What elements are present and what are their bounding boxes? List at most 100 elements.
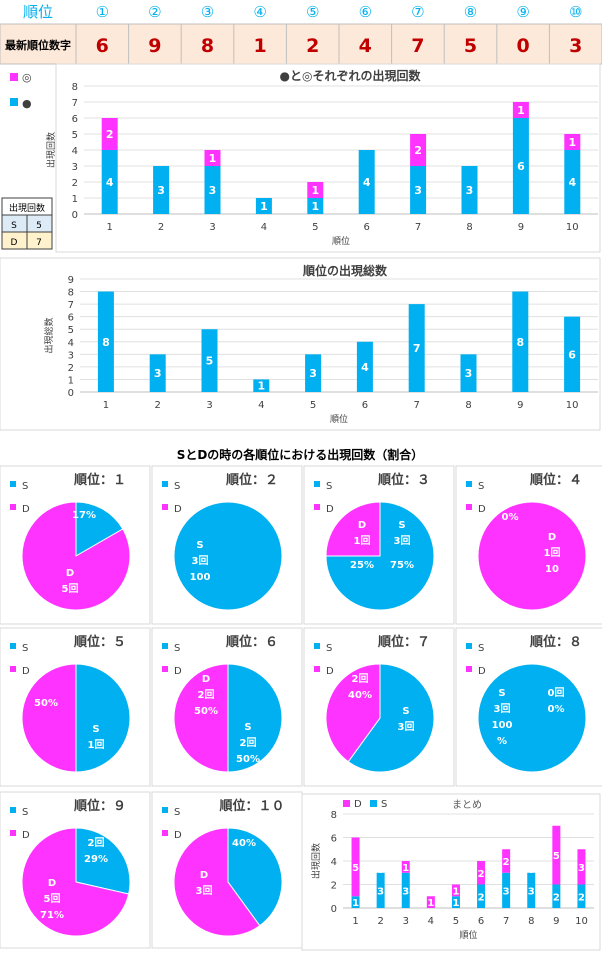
summary-legend-s-swatch [370,800,377,807]
pie-chart-rank-6: 順位：６ S D D 2回 50% S 2回 50% [151,627,303,787]
bar-segment [577,849,586,885]
count-table-s-label: S [11,221,17,231]
pie-grid: 順位：１SD17%D5回順位：２SDS3回100順位：３SDD1回25%S3回7… [0,465,602,949]
chart1: ◎ ● ●と◎それぞれの出現回数 0 1 2 3 4 5 6 7 8 1 2 3 4 5 6 7 8 9 10 順位 出現回数… [10,68,598,247]
pie-section-title: SとDの時の各順位における出現回数（割合） [177,447,424,462]
rank-number-10: ⑩ [569,3,582,21]
pie-data-label: 0回 [548,687,565,699]
latest-digit-8: 5 [464,35,477,57]
data-label: 8 [102,336,110,349]
pie-chart-rank-10: 順位：１０ S D 40% D 3回 [151,791,303,949]
x-tick-label: 7 [414,400,420,411]
bar-segment [149,354,166,392]
latest-digit-2: 9 [148,35,161,57]
pie-title: 順位：９ [74,798,126,814]
data-label: 2 [106,128,114,141]
data-label: 3 [466,184,474,197]
data-label: 3 [154,367,162,380]
bar-segment [552,825,561,885]
pie-data-label: 3回 [394,535,411,547]
data-label: 2 [414,144,422,157]
pie-legend-d-swatch [10,666,16,672]
pie-slice-d [173,827,261,937]
data-label: 0 [377,865,384,876]
x-tick-label: 10 [575,916,588,927]
summary-legend-d-swatch [343,800,350,807]
pie-data-label: 75% [390,560,414,571]
bar-segment [512,118,529,214]
x-tick-label: 2 [158,222,164,233]
pie-slice-s [347,663,435,773]
bar-segment [101,118,118,150]
data-label: 5 [206,355,214,368]
pie-chart-rank-3: 順位：３ S D D 1回 25% S 3回 75% [303,465,455,625]
pie-data-label: D [202,674,210,685]
x-tick-label: 8 [528,916,534,927]
summary-legend-s: S [381,799,387,810]
y-tick-label: 9 [68,275,74,286]
x-tick-label: 6 [364,222,370,233]
x-tick-label: 4 [261,222,267,233]
pie-data-label: 3回 [398,721,415,733]
pie-data-label: % [497,736,507,747]
pie-data-label: 40% [232,838,256,849]
pie-legend-s-swatch [162,481,168,487]
y-tick-label: 2 [68,363,74,374]
data-label: 7 [413,342,421,355]
pie-legend-d: D [174,830,182,841]
pie-legend-d-swatch [162,504,168,510]
data-label: 3 [528,886,535,897]
pie-slice-s [173,501,283,611]
pie-data-label: 2回 [198,689,215,701]
data-label: 3 [209,184,217,197]
pie-slice-d [477,501,587,611]
pie-data-label: D [200,870,208,881]
pie-chart-rank-8: 順位：８ S D S 3回 100% 0回 0% [455,627,602,787]
latest-digit-3: 8 [201,35,214,57]
data-label: 3 [157,184,165,197]
pie-slice-s [75,501,124,557]
pie-slice-s [75,663,131,773]
pie-legend-s-swatch [466,481,472,487]
bar-segment [351,837,360,897]
pie-data-label: 1回 [88,739,105,751]
pie-legend-s-swatch [314,643,320,649]
bar-segment [564,316,581,392]
pie-legend-s: S [174,481,180,492]
y-tick-label: 2 [331,881,337,892]
y-tick-label: 1 [72,194,78,205]
pie-title: 順位：２ [226,472,278,488]
bar-segment [451,896,460,908]
data-label: 1 [311,184,319,197]
data-label: 5 [352,863,359,874]
pie-data-label: 2回 [88,837,105,849]
pie-title: 順位：６ [226,634,278,650]
data-label: 4 [568,176,576,189]
bar-segment [426,896,435,908]
pie-data-label: 40% [348,690,372,701]
pie-title: 順位：１０ [219,798,284,814]
pie-data-label: S [244,722,251,733]
pie-legend-s-swatch [466,643,472,649]
pie-data-label: 71% [40,910,64,921]
bar-segment [351,896,360,908]
y-tick-label: 8 [331,810,337,821]
data-label: 3 [402,886,409,897]
pie-legend-d: D [326,666,334,677]
bar-segment [477,884,486,908]
pie-title: 順位：８ [530,634,582,650]
bar-segment [527,872,536,908]
data-label: 8 [516,336,524,349]
data-label: 1 [311,200,319,213]
pie-data-label: 3回 [196,885,213,897]
x-tick-label: 7 [415,222,421,233]
latest-digit-4: 1 [253,35,266,57]
pie-legend-s: S [326,481,332,492]
count-table: 出現回数 S 5 D 7 [1,197,53,250]
data-label: 1 [209,152,217,165]
data-label: 4 [363,176,371,189]
pie-data-label: 50% [236,754,260,765]
bar-segment [552,884,561,908]
x-tick-label: 1 [103,400,109,411]
data-label: 6 [517,160,525,173]
